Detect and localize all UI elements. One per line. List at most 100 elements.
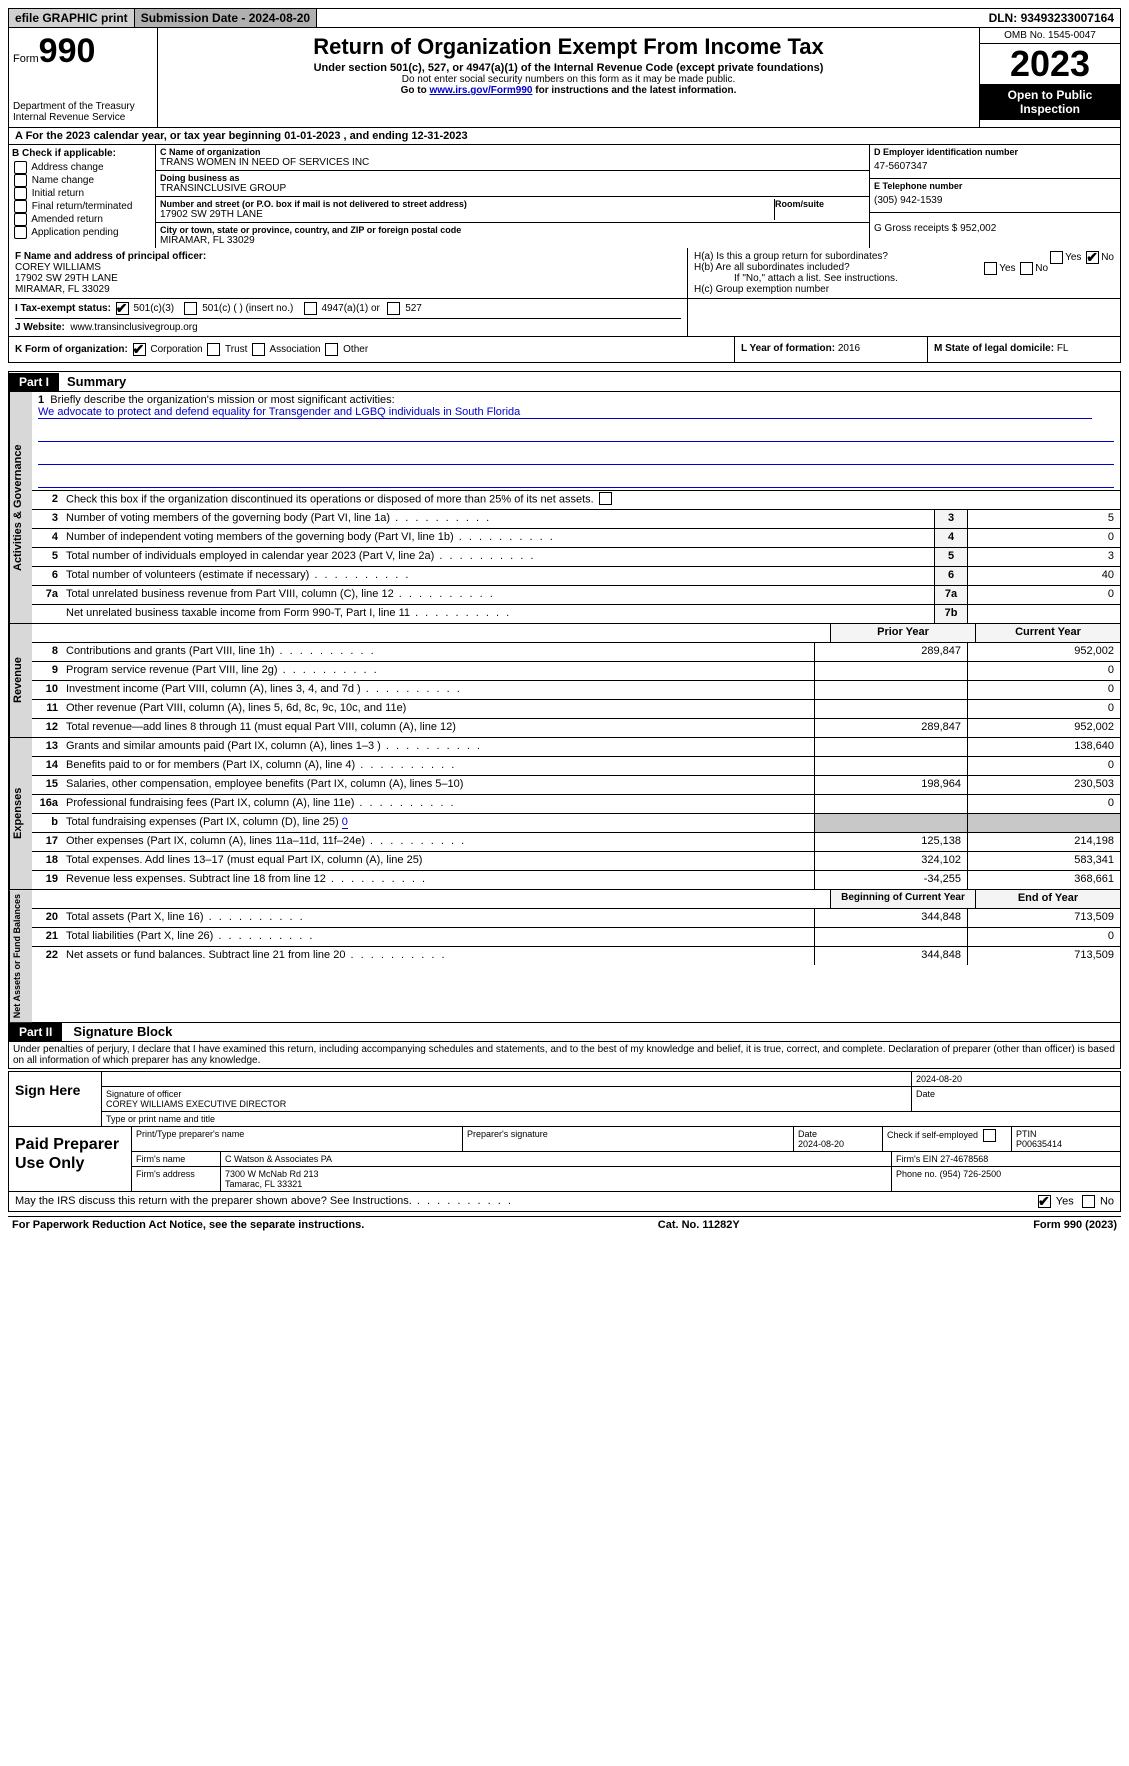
- line-16b: Total fundraising expenses (Part IX, col…: [62, 814, 814, 832]
- mission-text: We advocate to protect and defend equali…: [38, 406, 1092, 419]
- gross-value: 952,002: [960, 223, 996, 234]
- line-2: Check this box if the organization disco…: [62, 491, 1120, 509]
- ptin: P00635414: [1016, 1139, 1062, 1149]
- h-b-note: If "No," attach a list. See instructions…: [694, 273, 1114, 284]
- line-11: Other revenue (Part VIII, column (A), li…: [62, 700, 814, 718]
- room-label: Room/suite: [775, 199, 865, 209]
- goto-link-row: Go to www.irs.gov/Form990 for instructio…: [166, 85, 971, 96]
- discuss-row: May the IRS discuss this return with the…: [8, 1192, 1121, 1212]
- submission-date: Submission Date - 2024-08-20: [135, 9, 317, 27]
- line-4: Number of independent voting members of …: [62, 529, 934, 547]
- line-17: Other expenses (Part IX, column (A), lin…: [62, 833, 814, 851]
- city-value: MIRAMAR, FL 33029: [160, 235, 865, 246]
- omb-number: OMB No. 1545-0047: [980, 28, 1120, 44]
- phone-value: (305) 942-1539: [874, 191, 1116, 210]
- line-15: Salaries, other compensation, employee b…: [62, 776, 814, 794]
- line-19: Revenue less expenses. Subtract line 18 …: [62, 871, 814, 889]
- summary-revenue: Revenue Prior YearCurrent Year 8Contribu…: [8, 624, 1121, 738]
- firm-phone: (954) 726-2500: [940, 1169, 1002, 1179]
- row-f-h: F Name and address of principal officer:…: [8, 248, 1121, 299]
- website-row: J Website: www.transinclusivegroup.org: [15, 318, 681, 333]
- street-value: 17902 SW 29TH LANE: [160, 209, 774, 220]
- ssn-warning: Do not enter social security numbers on …: [166, 74, 971, 85]
- tab-governance: Activities & Governance: [9, 392, 32, 623]
- dept-treasury: Department of the Treasury: [13, 101, 153, 112]
- line-7a: Total unrelated business revenue from Pa…: [62, 586, 934, 604]
- entity-grid: B Check if applicable: Address change Na…: [8, 145, 1121, 248]
- line-10: Investment income (Part VIII, column (A)…: [62, 681, 814, 699]
- efile-label: efile GRAPHIC print: [9, 9, 135, 27]
- public-inspection: Open to Public Inspection: [980, 84, 1120, 120]
- part-i-header: Part I Summary: [8, 371, 1121, 392]
- line-7b: Net unrelated business taxable income fr…: [62, 605, 934, 623]
- officer-label: F Name and address of principal officer:: [15, 251, 681, 262]
- tab-expenses: Expenses: [9, 738, 32, 889]
- irs-link[interactable]: www.irs.gov/Form990: [429, 85, 532, 96]
- opt-address-change: Address change: [12, 161, 152, 174]
- opt-initial-return: Initial return: [12, 187, 152, 200]
- line-14: Benefits paid to or for members (Part IX…: [62, 757, 814, 775]
- gross-label: G Gross receipts $: [874, 223, 960, 234]
- tab-revenue: Revenue: [9, 624, 32, 737]
- form-subtitle: Under section 501(c), 527, or 4947(a)(1)…: [166, 62, 971, 74]
- city-label: City or town, state or province, country…: [160, 225, 865, 235]
- box-b-label: B Check if applicable:: [12, 148, 152, 159]
- line-18: Total expenses. Add lines 13–17 (must eq…: [62, 852, 814, 870]
- firm-address: 7300 W McNab Rd 213Tamarac, FL 33321: [221, 1167, 892, 1191]
- paid-preparer-block: Paid Preparer Use Only Print/Type prepar…: [8, 1127, 1121, 1192]
- top-bar: efile GRAPHIC print Submission Date - 20…: [8, 8, 1121, 28]
- opt-amended: Amended return: [12, 213, 152, 226]
- opt-name-change: Name change: [12, 174, 152, 187]
- form-number: Form990: [13, 32, 153, 71]
- dept-irs: Internal Revenue Service: [13, 112, 153, 123]
- street-label: Number and street (or P.O. box if mail i…: [160, 199, 774, 209]
- line-20: Total assets (Part X, line 16): [62, 909, 814, 927]
- sign-date: 2024-08-20: [912, 1072, 1120, 1086]
- summary-expenses: Expenses 13Grants and similar amounts pa…: [8, 738, 1121, 890]
- line-6: Total number of volunteers (estimate if …: [62, 567, 934, 585]
- row-i-j: I Tax-exempt status: 501(c)(3) 501(c) ( …: [8, 299, 1121, 337]
- line-5: Total number of individuals employed in …: [62, 548, 934, 566]
- part-ii-header: Part II Signature Block: [8, 1023, 1121, 1042]
- tax-exempt-row: I Tax-exempt status: 501(c)(3) 501(c) ( …: [15, 302, 681, 315]
- line-12: Total revenue—add lines 8 through 11 (mu…: [62, 719, 814, 737]
- phone-label: E Telephone number: [874, 181, 1116, 191]
- ein-value: 47-5607347: [874, 157, 1116, 176]
- dba-label: Doing business as: [160, 173, 865, 183]
- sign-here-block: Sign Here 2024-08-20 Signature of office…: [8, 1071, 1121, 1127]
- org-name-label: C Name of organization: [160, 147, 865, 157]
- line-3: Number of voting members of the governin…: [62, 510, 934, 528]
- row-k-l-m: K Form of organization: Corporation Trus…: [8, 337, 1121, 363]
- firm-ein: 27-4678568: [940, 1154, 988, 1164]
- officer-signature: COREY WILLIAMS EXECUTIVE DIRECTOR: [106, 1099, 286, 1109]
- line-a: A For the 2023 calendar year, or tax yea…: [8, 128, 1121, 145]
- opt-app-pending: Application pending: [12, 226, 152, 239]
- year-formation: L Year of formation: 2016: [735, 337, 928, 362]
- tax-year: 2023: [980, 44, 1120, 84]
- line-13: Grants and similar amounts paid (Part IX…: [62, 738, 814, 756]
- page-footer: For Paperwork Reduction Act Notice, see …: [8, 1216, 1121, 1233]
- form-header: Form990 Department of the Treasury Inter…: [8, 28, 1121, 128]
- line-8: Contributions and grants (Part VIII, lin…: [62, 643, 814, 661]
- firm-name: C Watson & Associates PA: [221, 1152, 892, 1166]
- perjury-statement: Under penalties of perjury, I declare th…: [8, 1042, 1121, 1069]
- summary-governance: Activities & Governance 1 Briefly descri…: [8, 392, 1121, 624]
- line-21: Total liabilities (Part X, line 26): [62, 928, 814, 946]
- line-16a: Professional fundraising fees (Part IX, …: [62, 795, 814, 813]
- officer-addr2: MIRAMAR, FL 33029: [15, 284, 681, 295]
- tab-net-assets: Net Assets or Fund Balances: [9, 890, 32, 1022]
- org-name: TRANS WOMEN IN NEED OF SERVICES INC: [160, 157, 865, 168]
- state-domicile: M State of legal domicile: FL: [928, 337, 1120, 362]
- h-a: H(a) Is this a group return for subordin…: [694, 251, 1114, 262]
- summary-net-assets: Net Assets or Fund Balances Beginning of…: [8, 890, 1121, 1023]
- mission-label: Briefly describe the organization's miss…: [50, 394, 394, 406]
- officer-name: COREY WILLIAMS: [15, 262, 681, 273]
- dln: DLN: 93493233007164: [983, 9, 1120, 27]
- officer-addr1: 17902 SW 29TH LANE: [15, 273, 681, 284]
- line-9: Program service revenue (Part VIII, line…: [62, 662, 814, 680]
- opt-final-return: Final return/terminated: [12, 200, 152, 213]
- form-title: Return of Organization Exempt From Incom…: [166, 34, 971, 60]
- h-c: H(c) Group exemption number: [694, 284, 1114, 295]
- line-22: Net assets or fund balances. Subtract li…: [62, 947, 814, 965]
- dba-name: TRANSINCLUSIVE GROUP: [160, 183, 865, 194]
